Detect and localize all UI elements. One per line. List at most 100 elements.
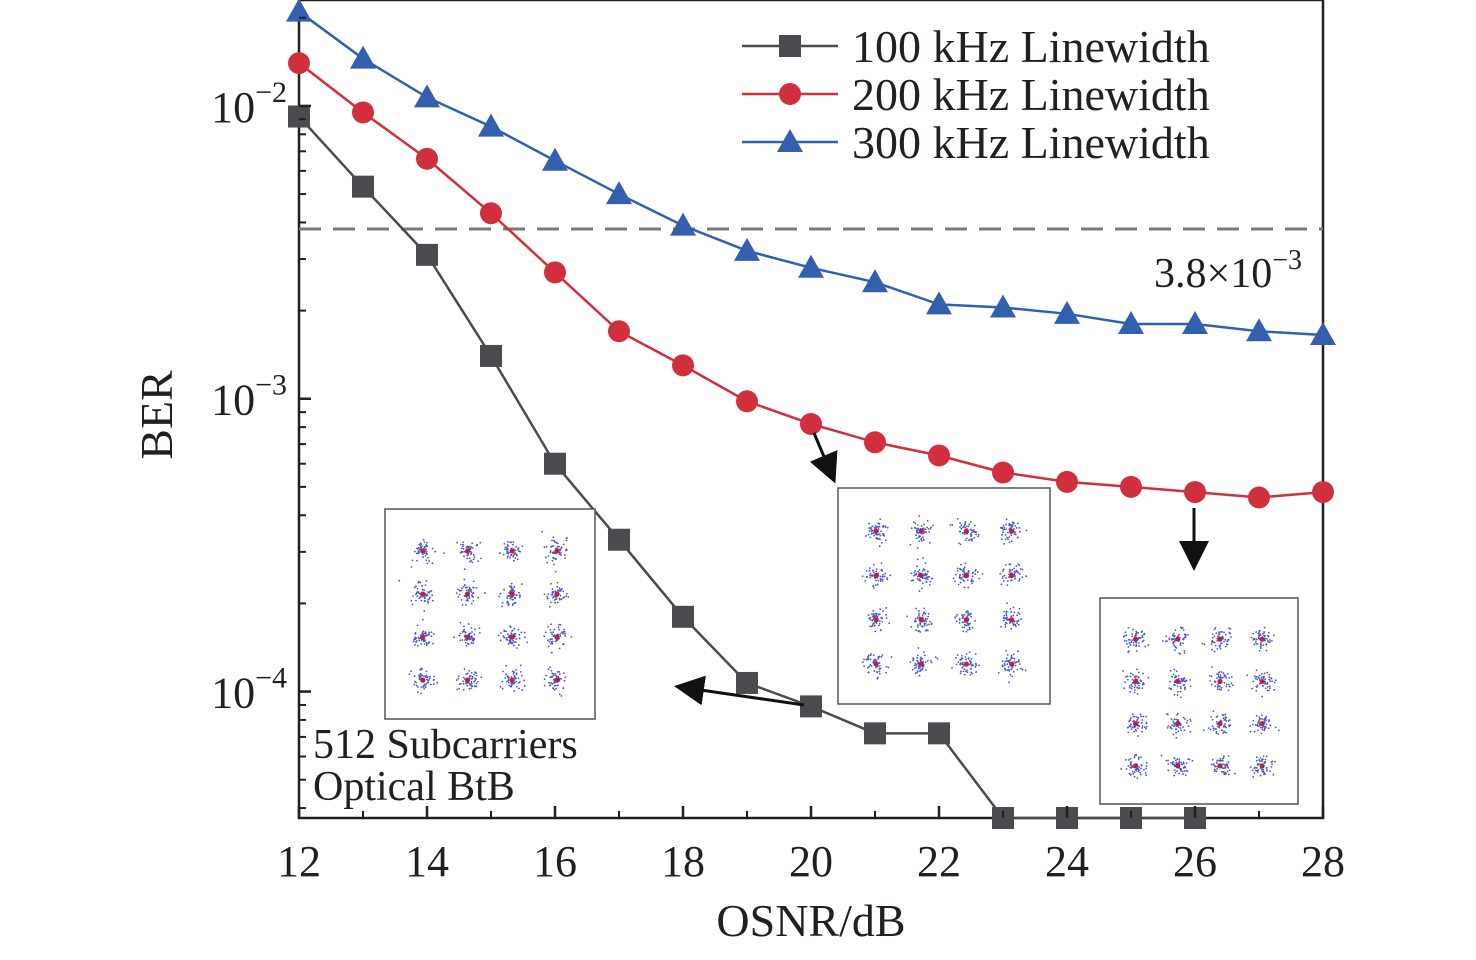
constellation-point: [472, 553, 475, 556]
constellation-point: [872, 563, 875, 566]
constellation-point: [964, 523, 966, 526]
constellation-point: [506, 602, 509, 604]
constellation-point: [1263, 634, 1265, 637]
constellation-point: [1014, 625, 1017, 627]
constellation-point: [457, 677, 460, 680]
constellation-point: [873, 624, 876, 627]
constellation-point: [483, 592, 486, 594]
constellation-point: [506, 675, 509, 677]
constellation-point: [1269, 680, 1272, 683]
constellation-point: [1175, 731, 1177, 734]
constellation-point: [1252, 638, 1255, 641]
data-point: [352, 175, 374, 198]
constellation-point: [1266, 671, 1269, 674]
constellation-point: [869, 664, 872, 666]
constellation-point: [1013, 571, 1016, 573]
constellation-point: [517, 644, 520, 646]
data-point: [542, 147, 568, 171]
constellation-point: [510, 585, 513, 588]
constellation-point: [934, 656, 937, 659]
constellation-point: [1214, 626, 1217, 629]
constellation-point: [558, 628, 561, 631]
constellation-point: [890, 656, 893, 658]
constellation-point: [1178, 652, 1181, 655]
constellation-point: [1263, 762, 1266, 764]
constellation-point: [557, 684, 559, 687]
constellation-point: [473, 680, 475, 683]
constellation-point: [477, 560, 480, 563]
constellation-point: [431, 562, 434, 565]
inset-frame: [837, 487, 1051, 705]
constellation-point: [1140, 767, 1142, 770]
constellation-point: [555, 675, 558, 678]
constellation-point: [555, 597, 557, 600]
constellation-point: [970, 661, 972, 663]
constellation-point: [1228, 677, 1231, 679]
constellation-point: [556, 545, 559, 548]
inset-arrow: [809, 432, 838, 484]
constellation-point: [1176, 685, 1179, 688]
constellation-point: [506, 595, 509, 598]
constellation-point: [1179, 768, 1182, 771]
constellation-point: [469, 632, 472, 635]
constellation-point: [427, 634, 430, 636]
constellation-point: [1180, 687, 1182, 690]
constellation-point: [457, 675, 460, 678]
constellation-point: [560, 554, 562, 557]
constellation-point: [1004, 534, 1007, 536]
constellation-point: [1005, 518, 1008, 521]
constellation-point: [970, 531, 973, 534]
constellation-point: [870, 529, 873, 532]
constellation-point: [552, 635, 555, 638]
constellation-point: [475, 682, 478, 685]
constellation-point: [1140, 756, 1142, 759]
constellation-point: [461, 587, 463, 590]
constellation-point: [1000, 538, 1003, 541]
constellation-point: [1171, 634, 1174, 636]
constellation-point: [1141, 687, 1144, 690]
constellation-point: [506, 600, 509, 603]
constellation-point: [924, 629, 927, 632]
constellation-point: [917, 624, 919, 627]
constellation-point: [455, 592, 458, 595]
constellation-point: [1263, 626, 1266, 629]
constellation-point: [888, 622, 891, 625]
constellation-point: [875, 612, 878, 615]
constellation-point: [1005, 616, 1008, 619]
constellation-point: [1131, 726, 1134, 729]
constellation-point: [875, 568, 878, 571]
constellation-point: [1181, 763, 1183, 766]
constellation-point: [915, 607, 918, 610]
constellation-point: [936, 657, 939, 660]
constellation-point: [514, 601, 517, 604]
constellation-point: [971, 575, 974, 578]
constellation-point: [967, 572, 970, 574]
constellation-point: [910, 527, 913, 530]
constellation-point: [514, 677, 517, 680]
constellation-point: [427, 679, 430, 682]
constellation-point: [977, 535, 980, 538]
constellation-point: [914, 522, 917, 525]
constellation-point: [872, 609, 875, 612]
constellation-point: [1002, 524, 1005, 527]
constellation-point: [1256, 723, 1259, 726]
constellation-point: [425, 683, 428, 685]
constellation-point: [551, 642, 554, 645]
series-layer: [286, 0, 1336, 829]
constellation-point: [921, 666, 924, 668]
constellation-point: [1005, 618, 1008, 621]
constellation-point: [881, 578, 884, 581]
constellation-point: [876, 583, 879, 586]
constellation-point: [923, 651, 925, 654]
constellation-point: [1269, 641, 1271, 644]
constellation-point: [559, 635, 562, 638]
constellation-point: [928, 623, 930, 626]
constellation-point: [1208, 674, 1211, 677]
constellation-point: [507, 555, 509, 558]
constellation-point: [1173, 640, 1176, 643]
constellation-point: [1136, 668, 1138, 671]
constellation-point: [469, 589, 472, 592]
constellation-point: [878, 672, 881, 675]
constellation-point: [1268, 673, 1271, 676]
